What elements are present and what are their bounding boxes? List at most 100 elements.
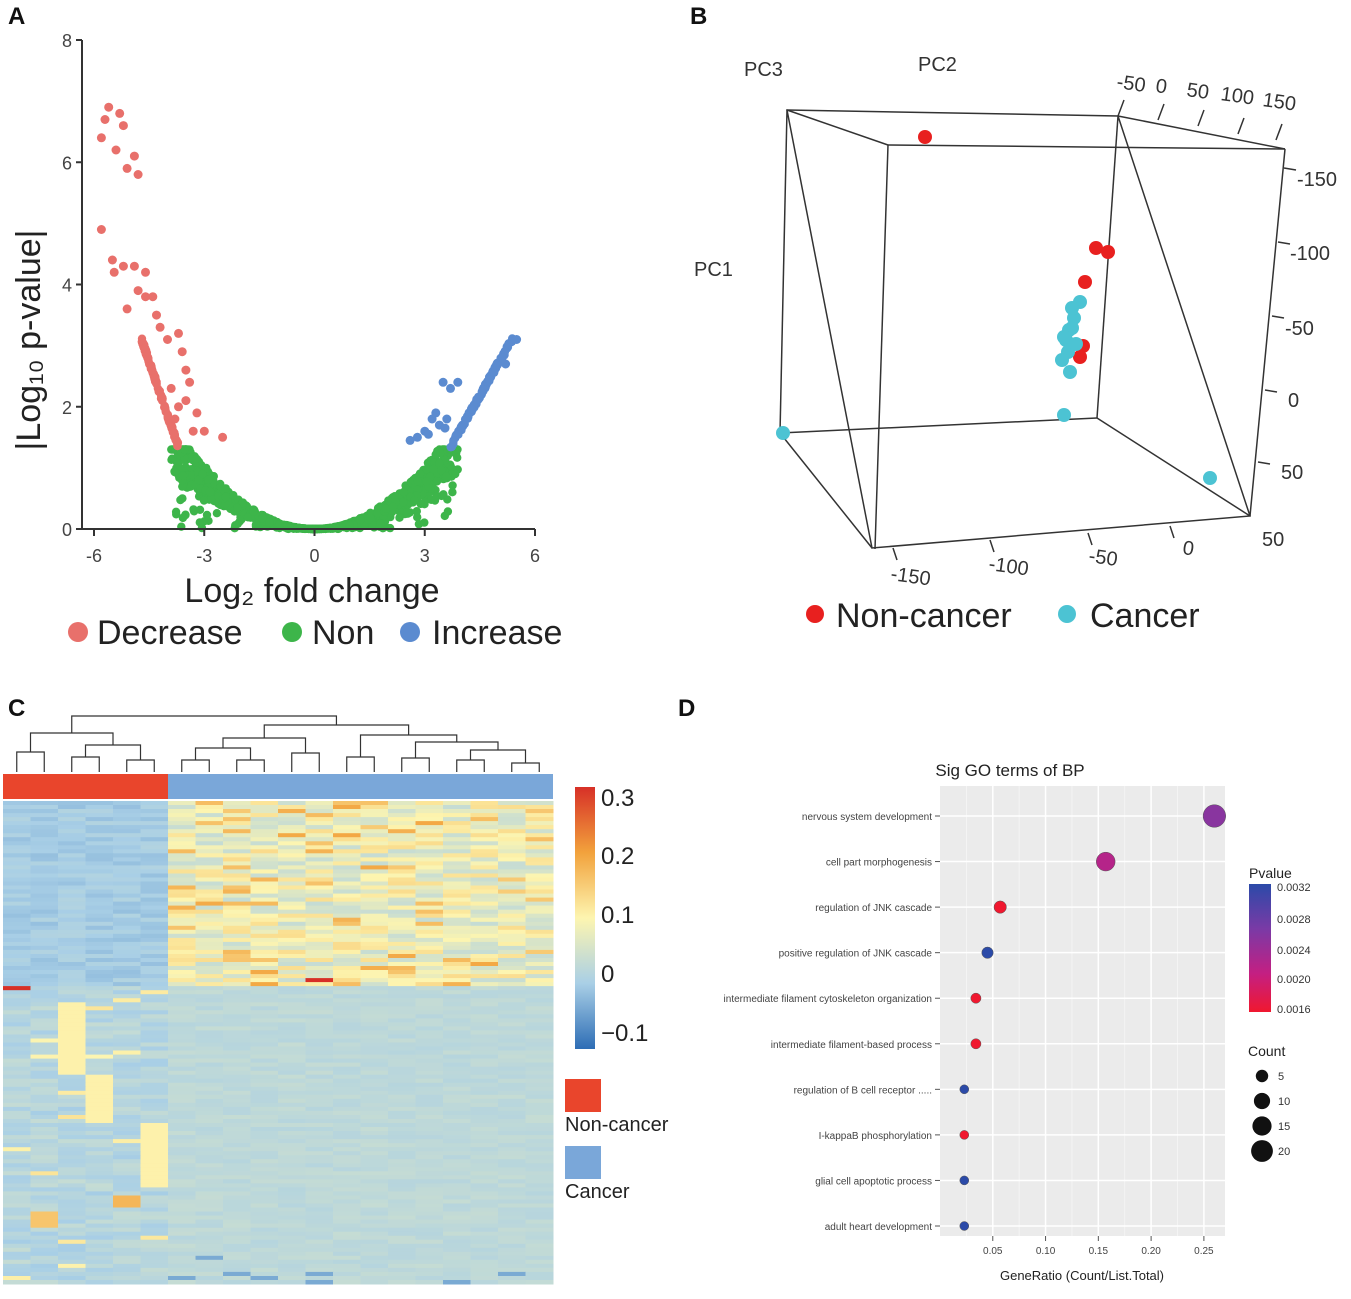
go-title: Sig GO terms of BP bbox=[935, 761, 1084, 780]
heat-cell bbox=[113, 1195, 141, 1200]
volcano-x-label: Log₂ fold change bbox=[184, 572, 439, 610]
heat-cell bbox=[333, 1066, 361, 1072]
heat-cell bbox=[360, 845, 389, 850]
heat-cell bbox=[498, 1280, 526, 1285]
heat-cell bbox=[470, 821, 499, 826]
heat-cell bbox=[195, 1263, 224, 1269]
heat-cell bbox=[168, 1199, 196, 1204]
heat-cell bbox=[415, 881, 444, 886]
heat-cell bbox=[195, 1276, 224, 1281]
heat-cell bbox=[470, 1207, 499, 1212]
heat-cell bbox=[305, 1070, 334, 1076]
heat-cell bbox=[58, 1235, 86, 1241]
heat-cell bbox=[195, 897, 224, 903]
heat-cell bbox=[195, 1119, 224, 1124]
heat-cell bbox=[525, 1054, 554, 1060]
heat-cell bbox=[140, 913, 169, 919]
heat-cell bbox=[415, 865, 444, 870]
heat-cell bbox=[58, 853, 86, 858]
heat-cell bbox=[333, 897, 361, 903]
heat-cell bbox=[278, 986, 306, 991]
heat-cell bbox=[525, 986, 554, 991]
heat-cell bbox=[333, 1139, 361, 1144]
heat-cell bbox=[278, 1207, 306, 1212]
heat-cell bbox=[333, 1171, 361, 1176]
heat-cell bbox=[250, 1042, 279, 1047]
heat-cell bbox=[443, 833, 471, 838]
heat-cell bbox=[223, 1038, 251, 1043]
heat-cell bbox=[388, 1147, 416, 1152]
heat-cell bbox=[223, 885, 251, 890]
heat-cell bbox=[140, 1006, 169, 1011]
heat-cell bbox=[30, 829, 59, 834]
heat-cell bbox=[58, 1006, 86, 1011]
heat-cell bbox=[333, 873, 361, 878]
heat-cell bbox=[525, 1062, 554, 1068]
heat-cell bbox=[85, 1227, 114, 1233]
heat-cell bbox=[113, 1110, 141, 1116]
heat-cell bbox=[360, 1175, 389, 1180]
heat-cell bbox=[498, 998, 526, 1003]
legend-label-decrease: Decrease bbox=[97, 614, 243, 652]
heat-cell bbox=[140, 1054, 169, 1060]
heat-cell bbox=[360, 1147, 389, 1152]
heat-cell bbox=[168, 1243, 196, 1249]
heat-cell bbox=[140, 1139, 169, 1144]
pca-axis-pc3: PC3 bbox=[744, 59, 783, 81]
heat-cell bbox=[443, 1102, 471, 1108]
heat-cell bbox=[223, 1255, 251, 1261]
heat-cell bbox=[388, 861, 416, 866]
non-point bbox=[231, 521, 240, 530]
heat-cell bbox=[85, 917, 114, 923]
decrease-point bbox=[218, 432, 228, 442]
heat-cell bbox=[305, 1276, 334, 1281]
heat-cell bbox=[470, 1187, 499, 1192]
heat-cell bbox=[388, 1280, 416, 1285]
heat-cell bbox=[388, 813, 416, 818]
heat-cell bbox=[3, 913, 31, 919]
heat-cell bbox=[388, 1110, 416, 1116]
heat-cell bbox=[85, 877, 114, 882]
heat-cell bbox=[85, 982, 114, 987]
heat-cell bbox=[415, 909, 444, 915]
heat-cell bbox=[333, 829, 361, 834]
heat-cell bbox=[140, 873, 169, 878]
heat-cell bbox=[415, 941, 444, 947]
pca-edge bbox=[1249, 148, 1286, 517]
heat-cell bbox=[415, 1074, 444, 1080]
heat-cell bbox=[3, 853, 31, 858]
panel-label-a: A bbox=[8, 3, 25, 30]
heat-cell bbox=[278, 970, 306, 975]
heat-cell bbox=[85, 1276, 114, 1281]
heat-cell bbox=[388, 1179, 416, 1184]
heat-cell bbox=[415, 893, 444, 899]
heat-cell bbox=[333, 1135, 361, 1140]
heat-cell bbox=[470, 962, 499, 967]
heat-cell bbox=[305, 901, 334, 907]
heat-cell bbox=[305, 1199, 334, 1204]
heat-cell bbox=[443, 1038, 471, 1043]
heat-cell bbox=[223, 1050, 251, 1055]
pca-hidden-edge bbox=[1096, 417, 1251, 517]
heat-cell bbox=[415, 994, 444, 999]
heat-cell bbox=[195, 845, 224, 850]
heat-cell bbox=[113, 1187, 141, 1192]
heat-cell bbox=[168, 905, 196, 911]
heat-cell bbox=[470, 1131, 499, 1136]
heat-cell bbox=[498, 1211, 526, 1216]
heat-cell bbox=[113, 1002, 141, 1007]
heat-cell bbox=[30, 1086, 59, 1092]
panel-label-b: B bbox=[690, 3, 707, 30]
heat-cell bbox=[30, 809, 59, 814]
decrease-point bbox=[141, 267, 150, 277]
heat-cell bbox=[168, 1147, 196, 1152]
heat-cell bbox=[278, 1276, 306, 1281]
heat-cell bbox=[140, 1135, 169, 1140]
heat-cell bbox=[58, 966, 86, 971]
increase-point bbox=[477, 387, 487, 396]
heat-cell bbox=[30, 1062, 59, 1068]
heat-cell bbox=[168, 1115, 196, 1120]
heat-cell bbox=[223, 1006, 251, 1011]
pca-edge bbox=[1117, 115, 1286, 150]
heat-cell bbox=[250, 1280, 279, 1285]
